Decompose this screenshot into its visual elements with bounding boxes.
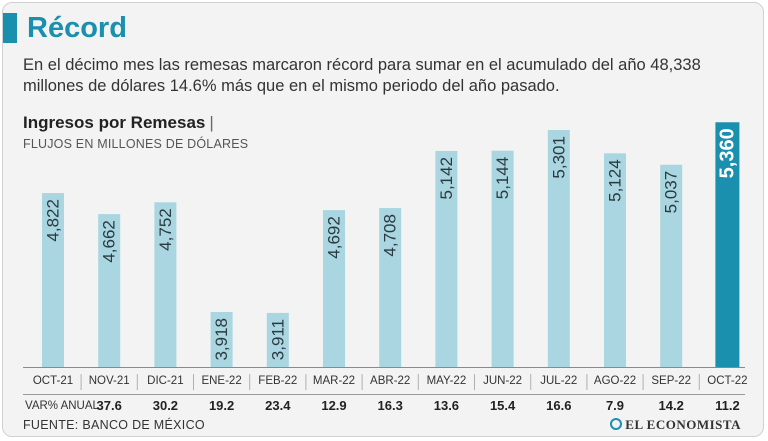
var-value: 15.4 — [490, 398, 516, 413]
bar-value-label: 5,124 — [606, 159, 625, 202]
bar-value-label: 4,822 — [44, 199, 63, 242]
var-value: 11.2 — [715, 398, 740, 413]
bar-may-22 — [435, 150, 458, 367]
bar-value-label: 3,918 — [212, 318, 231, 361]
x-tick-label: AGO-22 — [594, 375, 636, 387]
bar-nov-21 — [98, 214, 121, 367]
bar-value-label: 5,301 — [549, 136, 568, 179]
page-title: Récord — [27, 12, 127, 44]
bar-dic-21 — [154, 202, 177, 367]
bar-value-label: 4,752 — [156, 208, 175, 251]
source-note: FUENTE: BANCO DE MÉXICO — [23, 418, 205, 432]
bar-value-label: 5,142 — [437, 157, 456, 200]
chart-title-separator: | — [209, 113, 214, 132]
infographic-frame: Récord En el décimo mes las remesas marc… — [2, 2, 764, 437]
x-tick-label: ENE-22 — [201, 375, 241, 387]
var-row-label: VAR% ANUAL — [25, 400, 100, 412]
bar-value-label: 4,662 — [100, 220, 119, 263]
x-tick-label: MAY-22 — [427, 375, 467, 387]
bar-oct-22 — [715, 122, 740, 368]
economista-logo-icon — [610, 418, 623, 430]
x-tick-label: SEP-22 — [651, 375, 691, 387]
bar-value-label: 5,144 — [493, 157, 512, 200]
bar-value-label: 5,037 — [662, 171, 681, 214]
var-value: 14.2 — [659, 398, 684, 413]
x-tick-label: OCT-22 — [707, 375, 747, 387]
x-tick-label: ABR-22 — [370, 375, 410, 387]
bar-value-label: 4,708 — [381, 214, 400, 257]
bar-abr-22 — [379, 208, 402, 367]
subtitle: En el décimo mes las remesas marcaron ré… — [23, 56, 701, 95]
bar-mar-22 — [323, 210, 345, 367]
chart-subtitle: FLUJOS EN MILLONES DE DÓLARES — [23, 137, 249, 151]
x-tick-label: OCT-21 — [33, 375, 73, 387]
x-tick-label: DIC-21 — [147, 375, 183, 387]
bar-value-label: 5,360 — [716, 128, 738, 178]
chart-title: Ingresos por Remesas | — [23, 113, 214, 133]
x-tick-label: NOV-21 — [89, 375, 130, 387]
var-value: 12.9 — [321, 398, 346, 413]
var-value: 7.9 — [606, 398, 624, 413]
chart-title-text: Ingresos por Remesas — [23, 113, 206, 132]
bar-oct-21 — [42, 193, 64, 367]
bar-ene-22 — [210, 312, 233, 367]
bar-ago-22 — [604, 153, 626, 367]
x-tick-label: JUL-22 — [540, 375, 577, 387]
bar-value-label: 3,911 — [268, 319, 287, 360]
x-tick-label: JUN-22 — [483, 375, 522, 387]
brand-logo: EL ECONOMISTA — [610, 417, 741, 433]
bar-sep-22 — [660, 164, 683, 367]
var-value: 23.4 — [265, 398, 291, 413]
bar-jul-22 — [547, 130, 570, 367]
brand-name: EL ECONOMISTA — [625, 417, 741, 432]
bar-chart: 4,822 OCT-21 4,662 NOV-21 4,752 DIC-21 3,918 EN… — [23, 122, 748, 413]
bar-jun-22 — [491, 150, 514, 367]
bar-feb-22 — [266, 312, 289, 367]
x-tick-label: MAR-22 — [313, 375, 355, 387]
bar-value-label: 4,692 — [325, 216, 344, 259]
var-value: 16.3 — [378, 398, 403, 413]
title-accent-bar — [3, 13, 17, 43]
var-value: 13.6 — [434, 398, 459, 413]
var-value: 37.6 — [97, 398, 122, 413]
var-value: 19.2 — [209, 398, 234, 413]
var-value: 30.2 — [153, 398, 178, 413]
x-tick-label: FEB-22 — [258, 375, 297, 387]
var-value: 16.6 — [546, 398, 571, 413]
